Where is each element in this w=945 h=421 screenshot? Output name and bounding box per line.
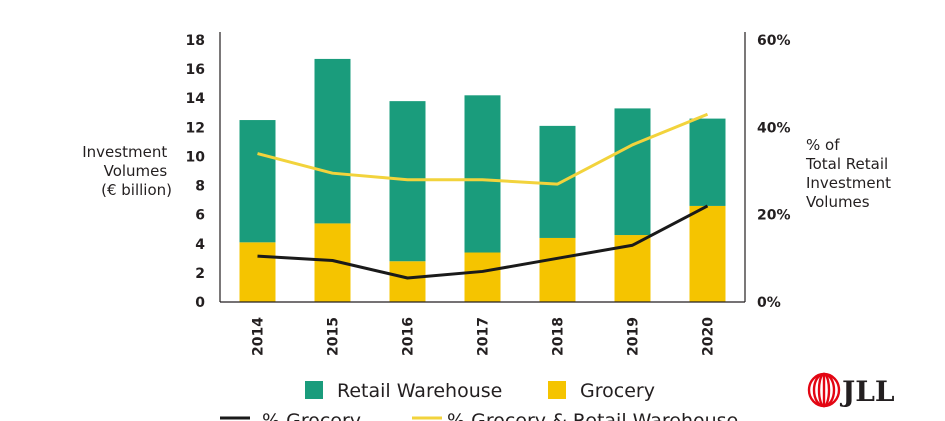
bar-retail-warehouse-2014: [239, 120, 276, 243]
bar-retail-warehouse-2019: [614, 108, 651, 236]
bar-grocery-2014: [239, 242, 276, 302]
axes: [219, 32, 746, 303]
left-tick-label: 12: [186, 120, 205, 136]
right-ticks: 0% 20% 40% 60%: [757, 33, 791, 311]
legend-label-pct-grocery-retail-warehouse: % Grocery & Retail Warehouse: [447, 410, 738, 421]
left-tick-label: 16: [186, 62, 205, 78]
line-grocery-retail-warehouse: [257, 112, 709, 186]
legend-label-pct-grocery: % Grocery: [262, 410, 361, 421]
x-tick-label: 2019: [626, 317, 642, 356]
x-tick-label: 2016: [401, 317, 417, 356]
left-axis-title: Investment Volumes (€ billion): [82, 143, 172, 199]
left-tick-label: 14: [186, 91, 206, 107]
bar-retail-warehouse-2020: [689, 118, 726, 206]
legend-label-retail-warehouse: Retail Warehouse: [337, 380, 502, 402]
right-tick-label: 0%: [757, 295, 781, 311]
left-tick-label: 0: [195, 295, 205, 311]
bar-grocery-2017: [464, 252, 501, 302]
left-tick-label: 4: [195, 237, 205, 253]
jll-logo: JLL: [807, 372, 895, 408]
x-tick-label: 2015: [326, 317, 342, 356]
legend-swatch-retail-warehouse: [305, 381, 323, 399]
left-tick-label: 10: [186, 149, 206, 165]
bar-grocery-2016: [389, 261, 426, 302]
right-tick-label: 20%: [757, 208, 791, 224]
lines: [257, 112, 709, 280]
left-tick-label: 18: [186, 33, 205, 49]
x-tick-label: 2018: [551, 317, 567, 356]
x-tick-label: 2014: [251, 317, 267, 356]
bar-retail-warehouse-2017: [464, 95, 501, 253]
right-axis-title: % of Total Retail Investment Volumes: [805, 136, 896, 211]
bar-grocery-2018: [539, 237, 576, 302]
x-ticks: 2014 2015 2016 2017 2018 2019 2020: [251, 317, 717, 356]
x-tick-label: 2017: [476, 317, 492, 356]
legend-label-grocery: Grocery: [580, 380, 655, 402]
legend: Retail Warehouse Grocery % Grocery % Gro…: [220, 380, 738, 421]
bar-grocery-2020: [689, 205, 726, 302]
jll-flame-icon: [807, 372, 841, 408]
left-tick-label: 6: [195, 208, 205, 224]
line-grocery: [257, 204, 709, 280]
bar-retail-warehouse-2015: [314, 58, 351, 224]
right-tick-label: 40%: [757, 120, 791, 136]
jll-logo-text: JLL: [839, 375, 895, 408]
left-tick-label: 2: [195, 266, 205, 282]
right-tick-label: 60%: [757, 33, 791, 49]
legend-swatch-grocery: [548, 381, 566, 399]
left-ticks: 0 2 4 6 8 10 12 14 16 18: [186, 33, 206, 311]
left-tick-label: 8: [195, 179, 205, 195]
x-tick-label: 2020: [701, 317, 717, 356]
